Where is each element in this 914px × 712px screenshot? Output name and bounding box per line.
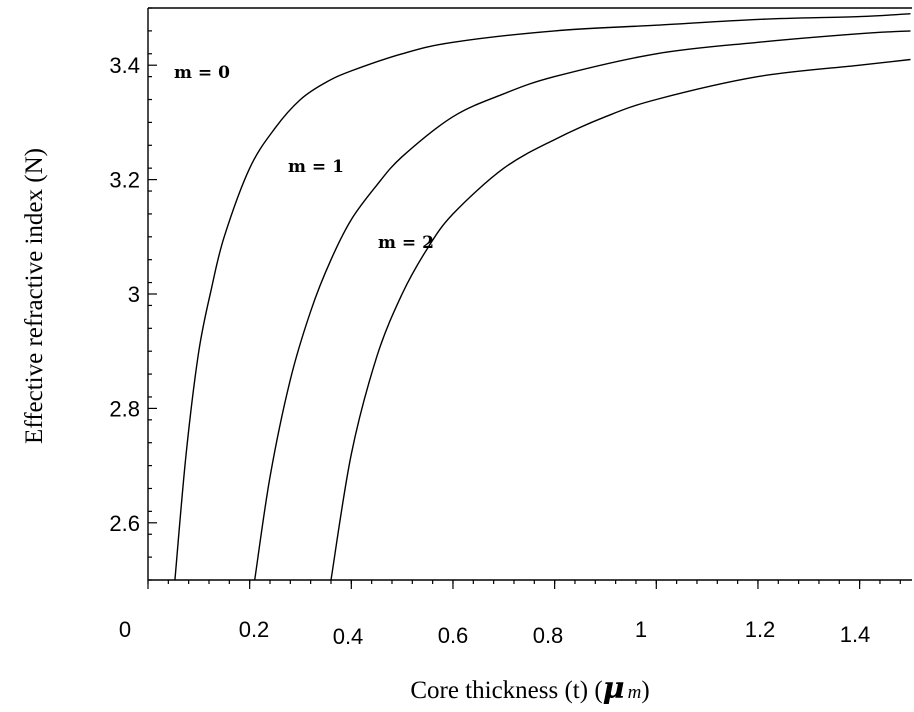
- y-tick-label: 3.4: [109, 53, 140, 78]
- x-tick-label: 0.4: [333, 624, 364, 649]
- series-m0-line: [174, 13, 911, 581]
- mu-symbol: μ: [603, 671, 625, 706]
- y-tick-label: 2.6: [109, 511, 140, 536]
- x-tick-label: 0: [119, 617, 131, 642]
- axes-layer: 2.6 2.8 3 3.2 3.4 0 0.2 0.4 0.6 0.8 1 1.2 1.4: [109, 7, 912, 649]
- x-tick-label: 1.4: [840, 622, 871, 647]
- x-tick-label: 1.2: [745, 617, 776, 642]
- series-m1-line: [254, 30, 911, 581]
- x-tick-label: 1: [635, 617, 647, 642]
- annotation-layer: m = 0 m = 1 m = 2: [174, 63, 434, 253]
- x-axis-title: Core thickness (t) (μ m): [410, 671, 649, 706]
- x-tick-label: 0.2: [239, 617, 270, 642]
- x-tick-label: 0.6: [438, 623, 469, 648]
- x-tick-label: 0.8: [533, 623, 564, 648]
- series-label: m = 1: [288, 157, 344, 177]
- x-unit: m: [628, 682, 642, 703]
- y-tick-label: 3.2: [109, 168, 140, 193]
- y-tick-label: 2.8: [109, 396, 140, 421]
- series-label: m = 0: [174, 63, 230, 83]
- y-tick-label: 3: [128, 282, 140, 307]
- y-axis-title: Effective refractive index (N): [21, 148, 48, 444]
- series-label: m = 2: [378, 233, 434, 253]
- series-layer: [174, 13, 911, 581]
- series-m2-line: [330, 58, 911, 581]
